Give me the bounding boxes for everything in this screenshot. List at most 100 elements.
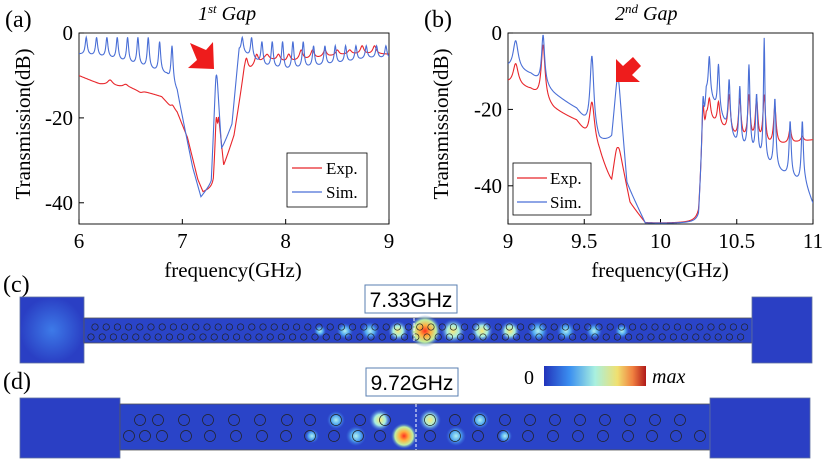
hole-d-top-2 <box>178 414 190 426</box>
hole-c-bot-28 <box>401 333 409 341</box>
legend-box-a <box>286 152 368 208</box>
hole-c-bot-20 <box>311 333 319 341</box>
hotspot-d-2 <box>419 409 441 431</box>
hole-d-bot-5 <box>230 430 242 442</box>
hole-d-bot-7 <box>280 430 292 442</box>
hole-c-top-26 <box>382 323 390 331</box>
hole-d-bot-18 <box>572 430 584 442</box>
hotspot-c-7 <box>388 321 408 341</box>
hole-c-bot-53 <box>681 333 689 341</box>
hole-d-top-6 <box>281 414 293 426</box>
x-tick-label-a-3: 9 <box>384 229 395 253</box>
waveguide-right-d <box>709 397 811 459</box>
axes-a: 6 7 8 9 0 -20 -40 <box>45 21 394 253</box>
hole-c-top-17 <box>281 323 289 331</box>
hole-d-top-4 <box>228 414 240 426</box>
frequency-label-d: 9.72GHz <box>371 372 454 395</box>
legend-label-sim-a: Sim. <box>326 183 358 202</box>
hole-c-bot-42 <box>557 333 565 341</box>
series-lines-b <box>508 34 813 224</box>
hole-c-bot-58 <box>737 333 745 341</box>
hole-c-top-19 <box>304 323 312 331</box>
hole-c-top-20 <box>315 323 323 331</box>
hole-c-top-23 <box>349 323 357 331</box>
hole-d-top-21 <box>674 414 686 426</box>
legend-box-b <box>512 162 592 216</box>
hole-c-top-41 <box>550 323 558 331</box>
hole-d-bot-6 <box>256 430 268 442</box>
hole-d-bot-12 <box>424 430 436 442</box>
hotspot-c-3 <box>500 321 520 341</box>
frequency-box-d <box>365 367 459 397</box>
hotspot-d-6 <box>471 411 489 429</box>
holes-d <box>123 414 706 442</box>
hole-c-top-0 <box>91 323 99 331</box>
hole-c-top-8 <box>181 323 189 331</box>
hole-d-top-8 <box>330 414 342 426</box>
hole-c-top-13 <box>237 323 245 331</box>
hole-c-top-50 <box>651 323 659 331</box>
x-tick-label-b-0: 9 <box>503 229 514 253</box>
hole-c-bot-38 <box>513 333 521 341</box>
hole-d-bot-2 <box>156 430 168 442</box>
waveguide-right-c <box>751 296 813 364</box>
hotspot-c-1 <box>441 319 465 343</box>
hole-c-top-58 <box>741 323 749 331</box>
hole-c-top-3 <box>125 323 133 331</box>
hole-c-bot-17 <box>277 333 285 341</box>
hotspot-d-7 <box>305 429 319 443</box>
hole-c-top-30 <box>427 323 435 331</box>
hotspot-c-8 <box>361 322 379 340</box>
hole-c-top-33 <box>461 323 469 331</box>
hole-c-top-5 <box>147 323 155 331</box>
hole-c-top-9 <box>192 323 200 331</box>
arrow-annotation-b <box>616 57 641 82</box>
arrow-annotation-a <box>188 42 214 69</box>
series-lines-a <box>79 35 389 198</box>
hole-c-top-51 <box>662 323 670 331</box>
hotspot-c-9 <box>337 323 353 339</box>
frequency-label-c: 7.33GHz <box>370 289 453 312</box>
hole-c-bot-57 <box>725 333 733 341</box>
hole-d-top-7 <box>304 414 316 426</box>
hole-c-bot-49 <box>636 333 644 341</box>
hole-c-top-6 <box>158 323 166 331</box>
hole-c-top-32 <box>449 323 457 331</box>
field-map-c: (c) 7.33GHz <box>3 272 813 364</box>
hotspot-d-0 <box>391 423 417 449</box>
hole-d-bot-1 <box>139 430 151 442</box>
series-line-a-1 <box>79 35 389 198</box>
hole-c-top-42 <box>561 323 569 331</box>
hole-c-top-53 <box>685 323 693 331</box>
hotspot-d-3 <box>346 426 366 446</box>
hole-c-bot-5 <box>143 333 151 341</box>
chart-title-b: 2nd Gap <box>615 1 677 25</box>
holes-c <box>87 323 749 341</box>
hole-c-top-37 <box>505 323 513 331</box>
hole-c-bot-24 <box>356 333 364 341</box>
legend-label-exp-b: Exp. <box>550 169 582 188</box>
x-tick-label-b-2: 10 <box>650 229 671 253</box>
hole-c-top-4 <box>136 323 144 331</box>
hole-c-top-57 <box>729 323 737 331</box>
hole-c-top-52 <box>673 323 681 331</box>
hole-c-top-15 <box>259 323 267 331</box>
x-tick-label-b-1: 9.5 <box>571 229 597 253</box>
hotspot-d-4 <box>446 426 466 446</box>
hole-d-top-1 <box>152 414 164 426</box>
frequency-box-c <box>364 284 458 314</box>
hole-c-bot-0 <box>87 333 95 341</box>
hotspot-c-5 <box>557 322 575 340</box>
x-tick-label-a-0: 6 <box>74 229 85 253</box>
hotspot-d-8 <box>498 429 512 443</box>
hole-d-top-20 <box>649 414 661 426</box>
hole-d-top-9 <box>354 414 366 426</box>
hotspot-c-0 <box>409 315 441 347</box>
y-axis-label-b: Transmission(dB) <box>429 49 453 200</box>
hole-c-bot-21 <box>322 333 330 341</box>
x-axis-label-b: frequency(GHz) <box>591 258 729 282</box>
hole-d-top-3 <box>202 414 214 426</box>
hole-c-top-39 <box>528 323 536 331</box>
x-tick-label-b-4: 11 <box>803 229 823 253</box>
